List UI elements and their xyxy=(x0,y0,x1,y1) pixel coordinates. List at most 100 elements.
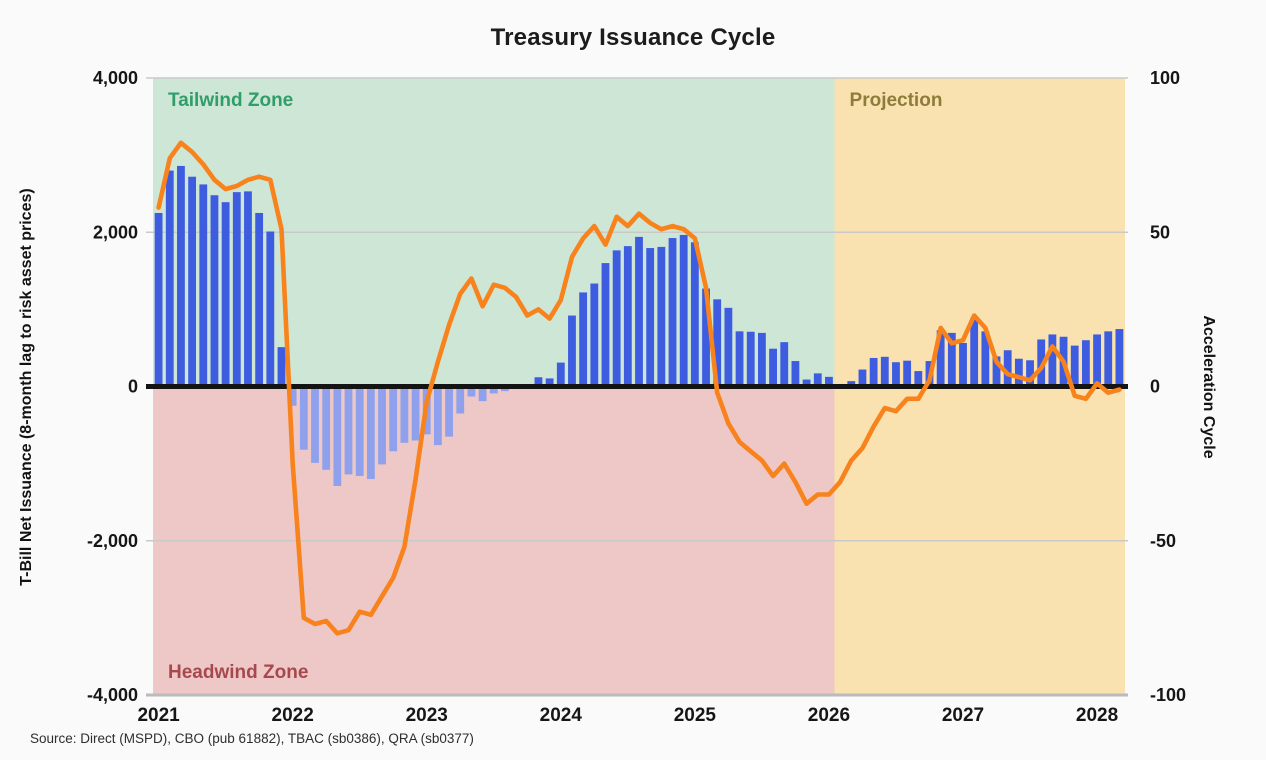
right-tick-label: -50 xyxy=(1150,531,1176,551)
issuance-bar-positive xyxy=(1093,334,1101,387)
issuance-bar-positive xyxy=(277,347,286,387)
issuance-bar-positive xyxy=(970,317,979,387)
issuance-bar-positive xyxy=(568,315,576,387)
issuance-bar-positive xyxy=(780,342,789,387)
issuance-bar-negative xyxy=(411,386,420,441)
issuance-bar-negative xyxy=(311,386,319,463)
issuance-bar-positive xyxy=(579,292,588,387)
issuance-bar-negative xyxy=(445,386,453,437)
issuance-bar-positive xyxy=(165,170,174,387)
issuance-bar-positive xyxy=(813,373,822,387)
left-tick-label: -4,000 xyxy=(87,685,138,705)
right-tick-label: 0 xyxy=(1150,377,1160,397)
right-tick-label: 50 xyxy=(1150,222,1170,242)
issuance-bar-positive xyxy=(679,234,688,387)
issuance-bar-positive xyxy=(612,250,621,387)
issuance-bar-positive xyxy=(1026,360,1034,387)
issuance-bar-positive xyxy=(1048,334,1057,387)
issuance-bar-positive xyxy=(892,362,900,387)
x-tick-label: 2028 xyxy=(1076,705,1118,726)
issuance-bar-positive xyxy=(869,357,878,387)
zone-label: Projection xyxy=(850,90,943,111)
issuance-bar-negative xyxy=(344,386,353,475)
issuance-bar-positive xyxy=(791,361,800,387)
issuance-bar-positive xyxy=(210,195,219,387)
left-tick-label: 2,000 xyxy=(93,222,138,242)
issuance-bar-positive xyxy=(188,176,197,387)
right-tick-label: -100 xyxy=(1150,685,1186,705)
issuance-bar-positive xyxy=(1081,340,1090,387)
x-tick-label: 2023 xyxy=(406,705,448,726)
issuance-bar-positive xyxy=(1037,339,1046,387)
issuance-bar-positive xyxy=(232,192,241,387)
issuance-bar-negative xyxy=(333,386,342,486)
issuance-bar-negative xyxy=(400,386,409,443)
issuance-bar-positive xyxy=(858,369,867,387)
issuance-bar-negative xyxy=(489,386,498,394)
issuance-bar-positive xyxy=(735,331,744,387)
issuance-bar-positive xyxy=(1014,358,1023,387)
issuance-bar-negative xyxy=(288,386,297,406)
issuance-bar-negative xyxy=(355,386,364,476)
issuance-bar-positive xyxy=(623,246,632,387)
issuance-bar-positive xyxy=(601,263,610,387)
issuance-bar-positive xyxy=(646,248,655,387)
issuance-bar-positive xyxy=(914,371,923,387)
issuance-bar-negative xyxy=(456,386,465,414)
issuance-bar-positive xyxy=(545,378,554,387)
left-tick-label: -2,000 xyxy=(87,531,138,551)
issuance-bar-positive xyxy=(690,242,699,387)
issuance-bar-negative xyxy=(478,386,487,402)
issuance-bar-positive xyxy=(534,377,543,387)
issuance-bar-positive xyxy=(221,202,230,387)
issuance-bar-positive xyxy=(880,356,889,387)
issuance-bar-negative xyxy=(467,386,476,397)
right-tick-label: 100 xyxy=(1150,68,1180,88)
issuance-bar-positive xyxy=(556,362,565,387)
issuance-bar-positive xyxy=(1070,345,1079,387)
issuance-bar-negative xyxy=(433,386,442,446)
chart-title: Treasury Issuance Cycle xyxy=(490,24,776,51)
x-tick-label: 2021 xyxy=(137,705,180,726)
issuance-bar-negative xyxy=(378,386,386,465)
issuance-bar-positive xyxy=(936,330,945,387)
issuance-bar-positive xyxy=(769,348,777,387)
x-tick-label: 2022 xyxy=(272,705,314,726)
issuance-bar-positive xyxy=(255,212,264,387)
issuance-bar-positive xyxy=(724,307,733,387)
issuance-bar-positive xyxy=(244,191,252,387)
issuance-bar-positive xyxy=(903,360,912,387)
left-tick-label: 0 xyxy=(128,377,138,397)
zone-label: Headwind Zone xyxy=(168,662,308,683)
issuance-bar-positive xyxy=(177,165,185,387)
issuance-bar-positive xyxy=(635,236,643,387)
x-tick-label: 2027 xyxy=(942,705,984,726)
issuance-bar-positive xyxy=(154,212,163,387)
zone-label: Tailwind Zone xyxy=(168,90,293,111)
issuance-bar-positive xyxy=(702,288,710,387)
issuance-bar-negative xyxy=(299,386,308,450)
source-note: Source: Direct (MSPD), CBO (pub 61882), … xyxy=(30,731,474,746)
issuance-bar-negative xyxy=(389,386,398,452)
issuance-bar-positive xyxy=(757,332,766,387)
left-tick-label: 4,000 xyxy=(93,68,138,88)
x-tick-label: 2024 xyxy=(540,705,583,726)
issuance-bar-positive xyxy=(713,299,722,387)
issuance-bar-positive xyxy=(266,231,275,387)
issuance-bar-positive xyxy=(981,331,990,387)
x-tick-label: 2025 xyxy=(674,705,717,726)
issuance-bar-positive xyxy=(802,379,811,387)
issuance-bar-negative xyxy=(322,386,331,470)
issuance-bar-positive xyxy=(825,376,833,387)
issuance-bar-positive xyxy=(1115,329,1124,387)
issuance-bar-positive xyxy=(959,342,967,387)
issuance-bar-positive xyxy=(746,331,755,387)
issuance-bar-positive xyxy=(199,184,208,387)
issuance-bar-negative xyxy=(366,386,375,480)
acceleration-cycle-line xyxy=(156,140,1122,636)
issuance-bar-positive xyxy=(668,238,677,387)
issuance-bar-positive xyxy=(1104,331,1113,387)
issuance-bar-positive xyxy=(992,356,1001,387)
